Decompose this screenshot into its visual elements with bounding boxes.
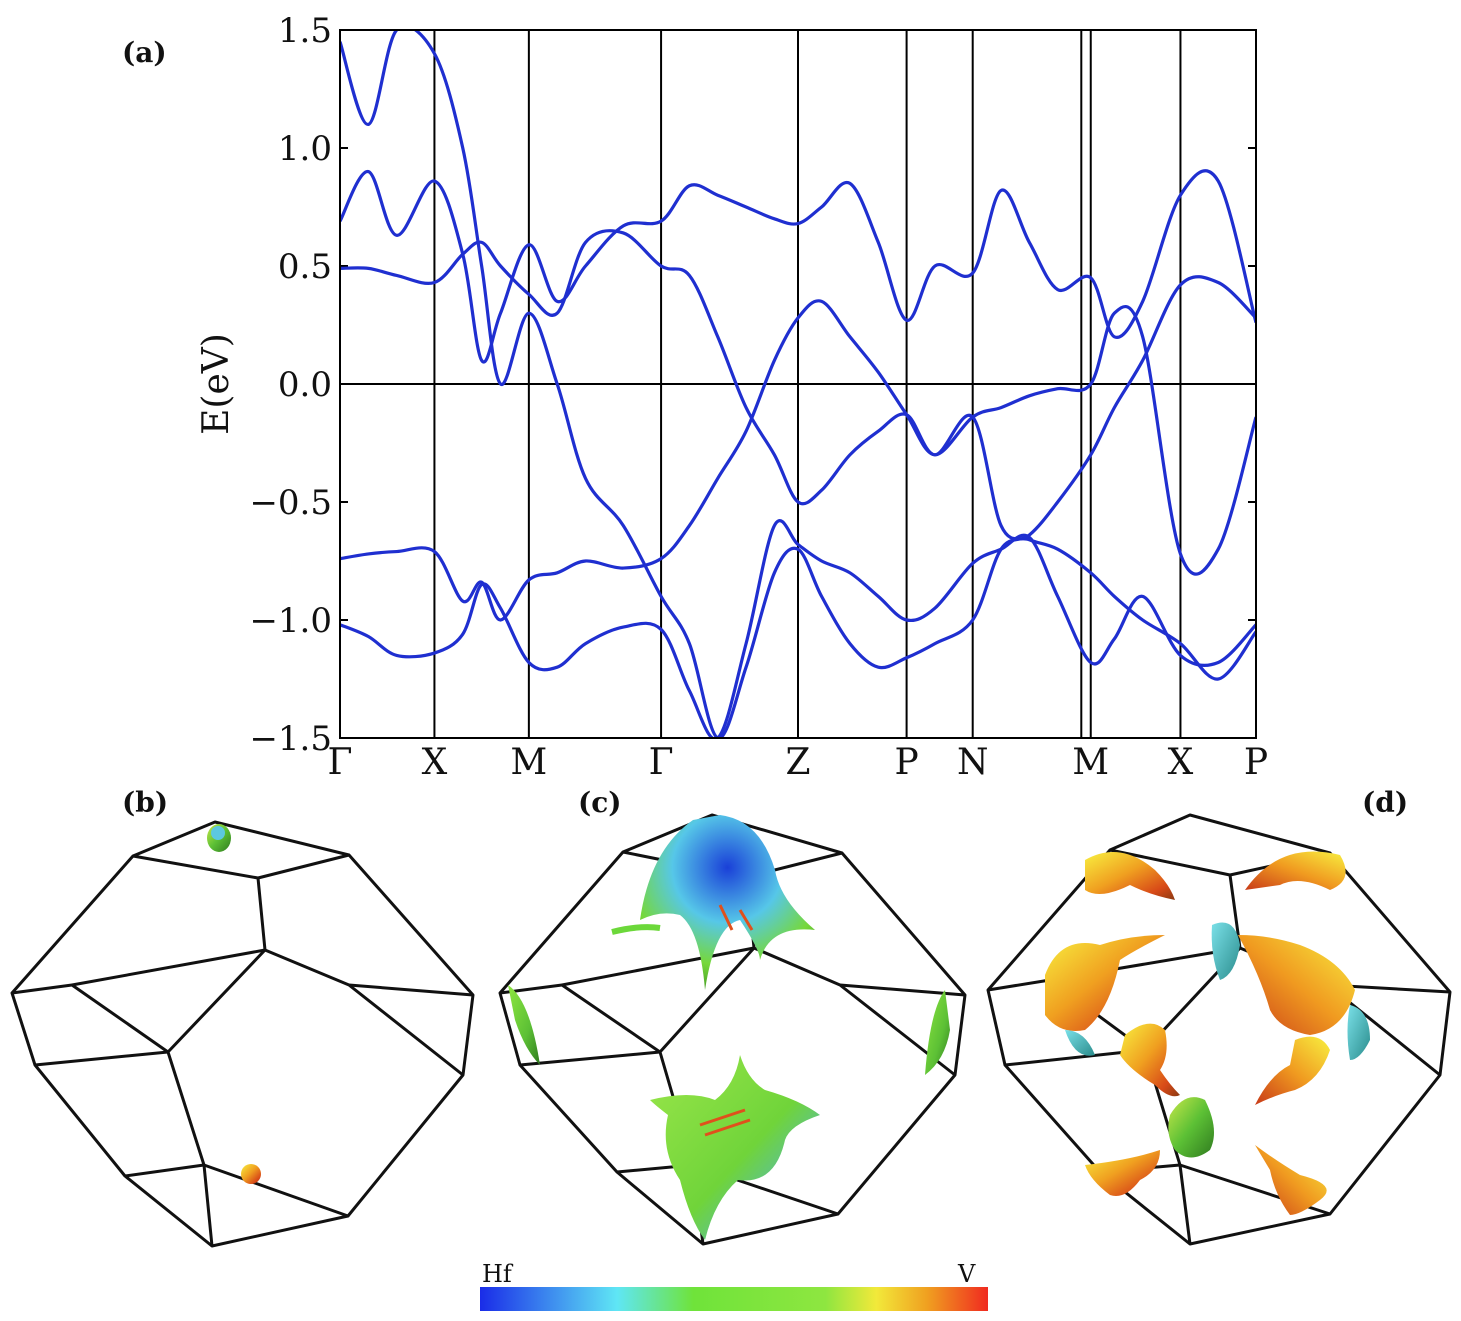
- y-tick-label: 0.0: [278, 365, 332, 405]
- colorbar-gradient: [480, 1287, 988, 1311]
- brillouin-zone-d: [986, 813, 1452, 1246]
- fermi-surface-panel-b: (b): [10, 786, 475, 1248]
- fermi-pocket-bottom: [241, 1164, 261, 1184]
- kpath-label: Γ: [328, 742, 353, 783]
- fermi-sheet-left: [508, 985, 540, 1065]
- fermi-pocket-d12: [1255, 1145, 1327, 1215]
- kpath-label: M: [510, 742, 547, 783]
- panel-label-a: (a): [122, 36, 167, 69]
- fermi-pocket-d9: [1255, 1036, 1330, 1105]
- band-lines: [340, 30, 1256, 738]
- fermi-sheet-top-detail: [718, 904, 754, 931]
- plot-frame: [339, 29, 1257, 739]
- y-axis-title: E(eV): [196, 333, 237, 435]
- fermi-pocket-d8: [1120, 1023, 1180, 1097]
- panel-label-b: (b): [122, 786, 168, 819]
- fermi-sheet-bottom-detail: [699, 1108, 751, 1137]
- brillouin-zone-b: [10, 820, 475, 1248]
- y-tick-label: −0.5: [249, 483, 332, 523]
- fermi-pocket-d2: [1245, 851, 1346, 890]
- band-line-4: [340, 519, 1256, 738]
- fermi-pocket-d7: [1347, 1005, 1370, 1060]
- fermi-pocket-d3: [1045, 935, 1165, 1031]
- kpath-label: M: [1072, 742, 1109, 783]
- fermi-sheet-bottom: [650, 1055, 820, 1240]
- fermi-surface-panel-d: (d): [986, 786, 1452, 1246]
- y-tick-label: −1.5: [249, 719, 332, 759]
- kpath-label: X: [422, 742, 448, 783]
- colorbar: Hf V: [480, 1260, 988, 1311]
- kpath-label: P: [1244, 742, 1268, 783]
- fermi-sheet-top: [640, 815, 815, 990]
- fermi-pocket-d1: [1085, 852, 1175, 900]
- y-tick-labels: 1.5 1.0 0.5 0.0 −0.5 −1.0 −1.5: [249, 11, 332, 759]
- fermi-surface-panel-c: (c): [498, 786, 967, 1246]
- colorbar-label-right: V: [957, 1260, 976, 1288]
- fermi-sheet-top-fin: [611, 924, 661, 935]
- kpath-label: Z: [785, 742, 810, 783]
- y-tick-label: −1.0: [249, 601, 332, 641]
- y-tick-label: 1.5: [278, 11, 332, 51]
- panel-label-d: (d): [1362, 786, 1408, 819]
- kpath-label: N: [957, 742, 989, 783]
- y-tick-label: 1.0: [278, 129, 332, 169]
- band-line-3: [340, 169, 1256, 364]
- fermi-pocket-d4: [1238, 935, 1355, 1035]
- panel-label-c: (c): [578, 786, 622, 819]
- band-line-2: [340, 229, 1256, 681]
- kpath-label: Γ: [649, 742, 674, 783]
- fermi-pocket-top-highlight: [211, 826, 225, 840]
- fermi-pocket-d11: [1085, 1150, 1160, 1196]
- kpath-label: P: [894, 742, 918, 783]
- fermi-pocket-d10: [1168, 1097, 1214, 1158]
- kpath-label: X: [1168, 742, 1194, 783]
- band-line-1: [340, 299, 1256, 622]
- colorbar-label-left: Hf: [482, 1260, 514, 1288]
- fermi-pocket-d5: [1211, 922, 1240, 980]
- fermi-pocket-d6: [1065, 1030, 1095, 1056]
- y-tick-label: 0.5: [278, 247, 332, 287]
- fermi-sheet-right: [925, 990, 950, 1075]
- band-line-5: [340, 30, 1256, 738]
